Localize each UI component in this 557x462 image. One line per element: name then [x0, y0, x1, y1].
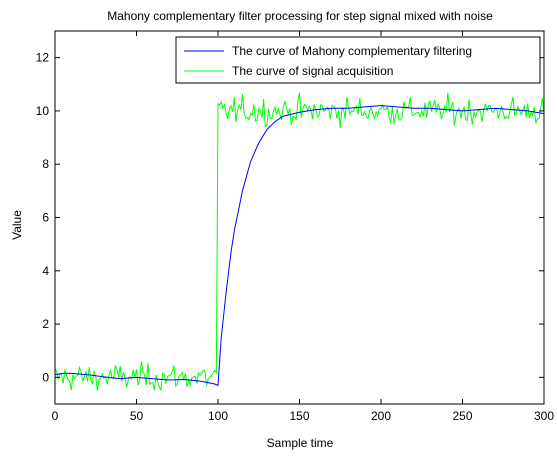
legend-label: The curve of Mahony complementary filter… [232, 44, 472, 58]
y-tick-label: 12 [36, 51, 50, 65]
x-tick-label: 50 [130, 409, 144, 423]
y-tick-label: 10 [36, 104, 50, 118]
x-tick-label: 200 [371, 409, 391, 423]
series-layer [55, 92, 544, 392]
x-tick-label: 150 [289, 409, 309, 423]
x-tick-label: 0 [52, 409, 59, 423]
series-mahony-filter-line [55, 105, 544, 387]
x-tick-label: 300 [534, 409, 554, 423]
y-axis-label: Value [10, 210, 24, 240]
x-tick-label: 250 [452, 409, 472, 423]
legend: The curve of Mahony complementary filter… [175, 36, 541, 84]
x-tick-label: 100 [208, 409, 228, 423]
chart-title: Mahony complementary filter processing f… [107, 9, 493, 23]
legend-label: The curve of signal acquisition [232, 64, 393, 78]
legend-box [175, 36, 541, 84]
ticks-layer: 0 50 100 150 200 250 300 0 2 4 6 8 10 12 [36, 31, 554, 423]
plot-area [55, 31, 544, 404]
y-tick-label: 0 [42, 370, 49, 384]
y-tick-label: 8 [42, 157, 49, 171]
y-tick-label: 2 [42, 317, 49, 331]
y-tick-label: 6 [42, 211, 49, 225]
series-signal-acquisition-line [55, 92, 544, 392]
y-tick-label: 4 [42, 264, 49, 278]
x-axis-label: Sample time [267, 436, 334, 450]
